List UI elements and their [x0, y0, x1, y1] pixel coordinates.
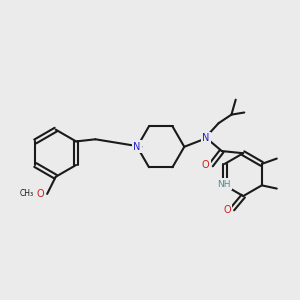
- Text: O: O: [223, 205, 231, 215]
- Text: NH: NH: [217, 180, 230, 189]
- Text: CH₃: CH₃: [20, 189, 34, 198]
- Text: N: N: [202, 133, 209, 143]
- Text: N: N: [134, 142, 141, 152]
- Text: O: O: [202, 160, 209, 170]
- Text: O: O: [37, 189, 44, 199]
